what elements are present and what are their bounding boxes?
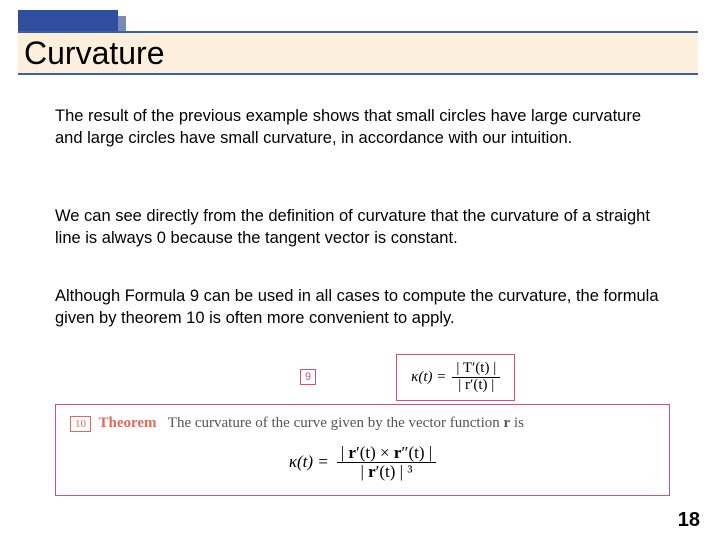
theorem-10-heading: 10 Theorem The curvature of the curve gi… — [70, 415, 655, 432]
theorem-10-formula: κ(t) = | r′(t) × r ″(t) | | r′(t) | ³ — [70, 444, 655, 481]
formula-9-lhs: κ(t) = — [411, 369, 446, 386]
num-r1: r — [348, 443, 356, 462]
theorem-10-fraction: | r′(t) × r ″(t) | | r′(t) | ³ — [337, 444, 436, 481]
num-mid2: ″(t) | — [401, 443, 432, 462]
formula-9-fraction: | T′(t) | | r′(t) | — [452, 361, 500, 394]
title-band: Curvature — [18, 31, 698, 75]
theorem-10-statement-post: is — [510, 415, 524, 431]
theorem-10-label: Theorem — [99, 415, 157, 431]
formula-9-numerator: | T′(t) | — [452, 361, 500, 378]
den-r: r — [368, 462, 376, 481]
theorem-10-statement-pre: The curvature of the curve given by the … — [168, 415, 504, 431]
theorem-10-box: 10 Theorem The curvature of the curve gi… — [55, 404, 670, 496]
theorem-10-badge: 10 — [70, 416, 91, 432]
formula-9-denominator: | r′(t) | — [454, 378, 498, 394]
paragraph-1: The result of the previous example shows… — [55, 105, 670, 150]
slide-title: Curvature — [24, 35, 165, 72]
theorem-10-denominator: | r′(t) | ³ — [356, 463, 416, 481]
page-number: 18 — [678, 509, 700, 532]
den-pre: | — [360, 462, 368, 481]
theorem-10-numerator: | r′(t) × r″(t) | — [337, 444, 436, 463]
den-post: ′(t) | ³ — [376, 462, 413, 481]
num-mid1: ′(t) × — [356, 443, 394, 462]
paragraph-2: We can see directly from the definition … — [55, 205, 670, 250]
formula-9-badge: 9 — [300, 369, 316, 385]
theorem-10-lhs: κ(t) = — [289, 452, 329, 472]
formula-9-box: κ(t) = | T′(t) | | r′(t) | — [396, 354, 515, 401]
formula-9: 9 κ(t) = | T′(t) | | r′(t) | — [300, 354, 515, 401]
paragraph-3: Although Formula 9 can be used in all ca… — [55, 285, 670, 330]
